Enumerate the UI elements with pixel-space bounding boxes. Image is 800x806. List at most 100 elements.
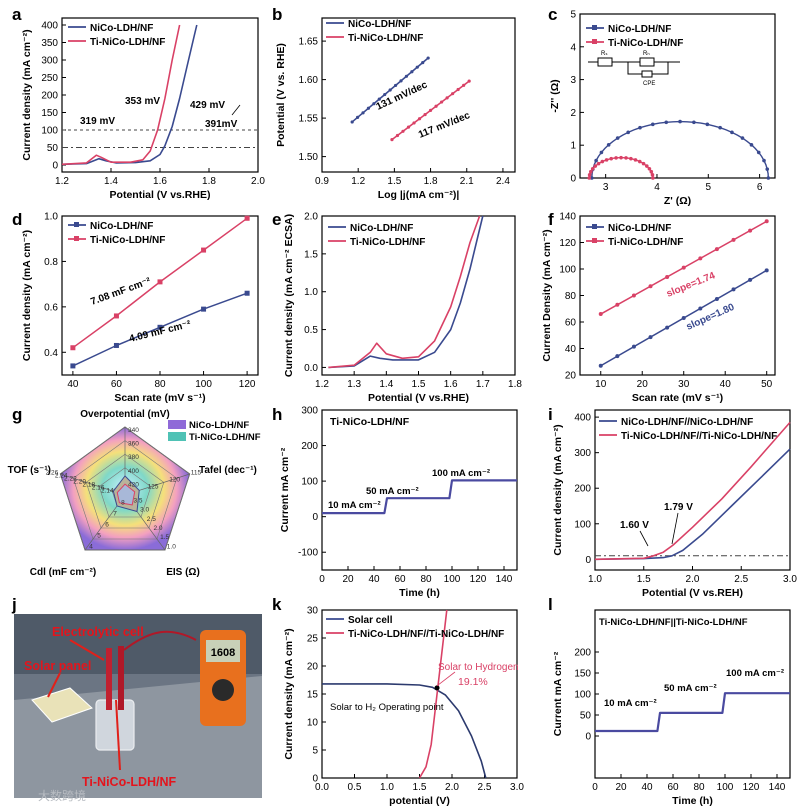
y-axis-label: Current Density (mA cm⁻²) — [541, 229, 553, 361]
y-tick-label: 120 — [559, 238, 576, 249]
x-tick-label: 80 — [420, 574, 432, 585]
y-tick-label: 0 — [585, 555, 591, 566]
data-point — [764, 219, 769, 224]
radar-grid — [85, 453, 165, 529]
legend-label: NiCo-LDH/NF — [350, 223, 413, 234]
y-tick-label: 0 — [52, 161, 58, 172]
chart-title: Ti-NiCo-LDH/NF||Ti-NiCo-LDH/NF — [599, 617, 748, 628]
legend-label: Ti-NiCo-LDH/NF//Ti-NiCo-LDH/NF — [621, 431, 777, 442]
radar-tick: 2.24 — [55, 473, 68, 480]
data-point — [404, 74, 409, 78]
y-axis-label: Current density (mA cm⁻²) — [21, 29, 33, 160]
data-point — [698, 256, 703, 261]
y-axis-label: Current density (mA cm⁻²) — [283, 628, 295, 759]
multimeter-dial — [212, 679, 234, 701]
x-tick-label: 3.0 — [783, 574, 797, 585]
data-point — [355, 115, 360, 119]
legend-swatch — [168, 420, 186, 429]
onset-label: 1.60 V — [620, 520, 649, 531]
radar-axis-label: Cdl (mF cm⁻²) — [30, 567, 96, 578]
data-point — [748, 277, 753, 282]
x-tick-label: 1.5 — [413, 782, 427, 793]
data-point — [157, 279, 163, 285]
radar-tick: 2.14 — [101, 488, 114, 495]
y-tick-label: 1.55 — [299, 114, 319, 125]
resistor-rct — [639, 57, 655, 67]
data-point — [426, 56, 430, 60]
y-axis-label: Current density (mA cm⁻²) — [21, 230, 33, 361]
y-axis-label: Potential (V vs. RHE) — [275, 43, 287, 147]
x-tick-label: 20 — [342, 574, 354, 585]
x-tick-label: 120 — [470, 574, 487, 585]
y-tick-label: 200 — [301, 441, 318, 452]
x-tick-label: 3.0 — [510, 782, 524, 793]
x-axis-label: Potential (V vs.RHE) — [110, 189, 211, 201]
x-tick-label: 4 — [654, 182, 660, 193]
wire — [123, 630, 197, 651]
radar-tick: 1.0 — [167, 543, 176, 550]
series-line — [61, 24, 198, 166]
data-point — [244, 290, 250, 296]
x-axis-label: Z' (Ω) — [664, 195, 691, 207]
photo-label: Solar panel — [24, 659, 91, 673]
x-tick-label: 1.8 — [202, 176, 216, 187]
x-tick-label: 60 — [111, 379, 123, 390]
radar-tick: 7 — [113, 510, 117, 517]
annotation: 319 mV — [80, 116, 115, 127]
y-tick-label: 100 — [559, 265, 576, 276]
x-tick-label: 1.2 — [351, 176, 365, 187]
x-tick-label: 1.0 — [380, 782, 394, 793]
x-axis-label: Scan rate (mV s⁻¹) — [632, 392, 723, 404]
data-point — [434, 104, 438, 108]
y-tick-label: 30 — [307, 606, 319, 617]
series-line — [594, 421, 791, 561]
multimeter-screen — [206, 640, 240, 662]
x-tick-label: 1.2 — [55, 176, 69, 187]
data-point — [372, 102, 376, 106]
data-point — [406, 125, 411, 129]
y-tick-label: 200 — [41, 91, 58, 102]
radar-grid — [59, 426, 191, 551]
x-tick-label: 0 — [592, 782, 598, 793]
electrode-left — [106, 648, 112, 710]
data-point — [698, 306, 703, 311]
arrow-solar — [47, 672, 61, 698]
panel-letter-e: e — [272, 210, 281, 229]
panel-letter-b: b — [272, 5, 282, 24]
circuit-label: Rₕ — [643, 51, 650, 57]
y-tick-label: 2.0 — [304, 212, 318, 223]
x-tick-label: 1.8 — [508, 379, 522, 390]
data-point — [445, 96, 449, 100]
slope-label: slope=1.80 — [685, 302, 737, 333]
y-tick-label: 350 — [41, 38, 58, 49]
data-point — [366, 106, 371, 110]
panel-d: 40 60 80 100 120 0.4 0.6 0.8 1.0 Scan rate (mV s⁻… — [21, 212, 259, 404]
y-tick-label: 0 — [570, 174, 576, 185]
series-line — [594, 448, 791, 561]
y-tick-label: 1.65 — [299, 37, 319, 48]
data-point — [462, 83, 466, 87]
panel-letter-a: a — [12, 5, 22, 24]
y-tick-label: 1 — [570, 141, 576, 152]
nyquist-arc — [588, 157, 654, 179]
x-tick-label: 1.5 — [387, 176, 401, 187]
y-tick-label: 100 — [574, 519, 591, 530]
cpe-element — [641, 70, 653, 78]
radar-tick: 3.5 — [133, 498, 142, 505]
x-tick-label: 1.5 — [412, 379, 426, 390]
radar-tick: 120 — [169, 477, 180, 484]
y-tick-label: 60 — [565, 318, 577, 329]
data-point — [113, 342, 119, 348]
legend-label: Solar cell — [348, 615, 393, 626]
data-point — [598, 363, 603, 368]
panel-b: 0.9 1.2 1.5 1.8 2.1 2.4 1.50 1.55 1.60 1.65 Log |j… — [275, 17, 516, 201]
panel-i: 1.0 1.5 2.0 2.5 3.0 0 100 200 300 400 Potential (V… — [552, 409, 797, 599]
y-tick-label: 250 — [41, 73, 58, 84]
legend-label: NiCo-LDH/NF — [348, 19, 411, 30]
photo-label: Electrolytic cell — [52, 625, 144, 639]
legend-label: Ti-NiCo-LDH/NF — [90, 37, 165, 48]
panel-letter-j: j — [11, 595, 17, 614]
panel-letter-c: c — [548, 5, 557, 24]
panel-letter-l: l — [548, 595, 553, 614]
